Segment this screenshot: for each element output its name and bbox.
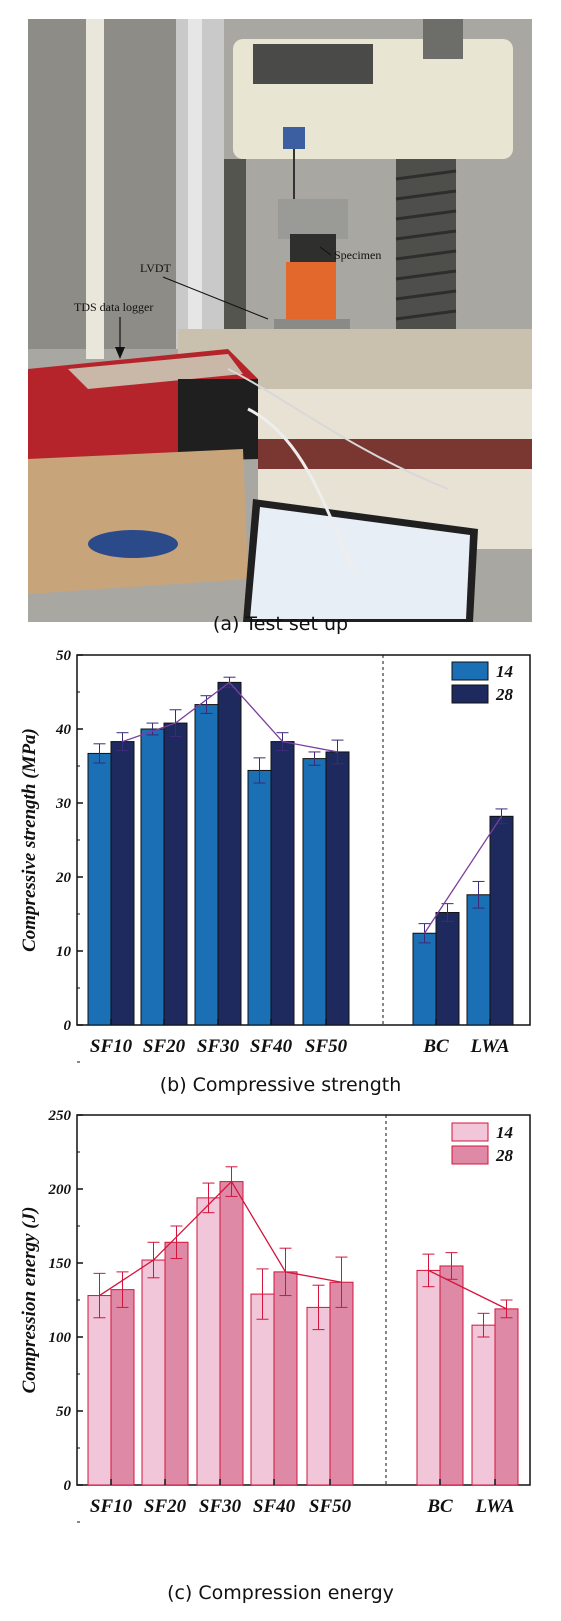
bar-28-bc: [435, 912, 460, 1026]
bar-28-sf20: [164, 1241, 189, 1486]
y-tick-label: 250: [48, 1108, 72, 1124]
bar-28-bc: [439, 1265, 464, 1486]
bar-14-lwa: [466, 894, 491, 1026]
trend-line-reference-group: [423, 815, 503, 934]
bar-14-sf30: [196, 1197, 221, 1486]
x-tick-label-sf20: SF20: [144, 1496, 187, 1517]
bar-28-sf50: [325, 751, 350, 1026]
x-tick-label-sf20: SF20: [143, 1036, 186, 1057]
trend-line-sf-group: [122, 681, 338, 753]
y-tick-label: 50: [56, 1404, 72, 1420]
x-tick-label-sf10: SF10: [90, 1496, 133, 1517]
trend-line-sf-group: [99, 1180, 342, 1297]
bar-28-sf10: [110, 741, 135, 1026]
x-tick-label-lwa: LWA: [469, 1036, 509, 1057]
test-setup-photo: LVDT Specimen TDS data logger: [28, 19, 532, 622]
bar-14-sf40: [250, 1293, 275, 1486]
legend-swatch-14: [451, 1122, 489, 1142]
y-tick-label: 0: [64, 1478, 72, 1494]
x-tick-label-sf40: SF40: [253, 1496, 296, 1517]
bar-28-sf20: [163, 722, 188, 1026]
bar-14-lwa: [471, 1324, 496, 1486]
bar-28-sf40: [270, 741, 295, 1026]
x-tick-label-sf30: SF30: [199, 1496, 242, 1517]
bar-28-sf40: [273, 1271, 298, 1486]
x-tick-label-lwa: LWA: [474, 1496, 514, 1517]
y-tick-label: 50: [56, 648, 72, 664]
y-tick-label: 150: [49, 1256, 72, 1272]
caption-b: (b) Compressive strength: [159, 1074, 402, 1096]
trend-line-reference-group: [428, 1269, 507, 1310]
y-tick-label: 200: [48, 1182, 72, 1198]
y-tick-label: 100: [49, 1330, 72, 1346]
x-tick-label-sf50: SF50: [305, 1036, 348, 1057]
bar-28-sf30: [219, 1181, 244, 1486]
legend-swatch-28: [451, 684, 489, 704]
bar-14-sf30: [194, 704, 219, 1026]
x-tick-label-sf10: SF10: [90, 1036, 133, 1057]
bar-14-sf50: [302, 758, 327, 1026]
x-tick-label-bc: BC: [426, 1496, 453, 1517]
bar-14-sf20: [140, 728, 165, 1026]
caption-c: (c) Compression energy: [167, 1582, 394, 1604]
y-tick-label: 20: [55, 870, 72, 886]
compression-energy-chart: 0 50 100 150 200 250 Compression energy (J) SF1…: [19, 1108, 531, 1523]
y-tick-label: 40: [55, 722, 72, 738]
y-tick-label: 10: [56, 944, 72, 960]
legend-label-14: 14: [496, 662, 513, 681]
bar-14-sf50: [306, 1306, 331, 1486]
bar-14-sf10: [87, 752, 112, 1026]
legend-label-28: 28: [495, 685, 514, 704]
legend-swatch-14: [451, 661, 489, 681]
legend-label-14: 14: [496, 1123, 513, 1142]
y-tick-label: 30: [55, 796, 72, 812]
bar-14-sf10: [87, 1295, 112, 1486]
bar-14-bc: [416, 1269, 441, 1486]
test-setup-illustration: LVDT Specimen TDS data logger: [28, 19, 532, 622]
x-tick-label-sf40: SF40: [250, 1036, 293, 1057]
annotation-lvdt: LVDT: [140, 261, 172, 275]
bar-28-sf10: [110, 1289, 135, 1486]
y-axis-label: Compression energy (J): [19, 1207, 40, 1394]
y-axis-label: Compressive strength (MPa): [19, 728, 40, 952]
bar-14-bc: [412, 932, 437, 1026]
bar-28-sf50: [329, 1281, 354, 1486]
annotation-specimen: Specimen: [334, 248, 381, 262]
x-tick-label-sf30: SF30: [197, 1036, 240, 1057]
x-tick-label-sf50: SF50: [309, 1496, 352, 1517]
bar-28-lwa: [489, 815, 514, 1026]
compressive-strength-chart: 0 10 20 30 40 50 Compressive strength (MPa) SF1…: [19, 648, 531, 1063]
annotation-data-logger: TDS data logger: [74, 300, 153, 314]
bar-28-lwa: [494, 1308, 519, 1486]
x-tick-label-bc: BC: [422, 1036, 449, 1057]
legend-label-28: 28: [495, 1146, 514, 1165]
bar-14-sf40: [247, 769, 272, 1026]
caption-a: (a) Test set up: [212, 613, 349, 635]
y-tick-label: 0: [64, 1018, 72, 1034]
legend-swatch-28: [451, 1145, 489, 1165]
bar-14-sf20: [141, 1259, 166, 1486]
bar-28-sf30: [217, 681, 242, 1026]
